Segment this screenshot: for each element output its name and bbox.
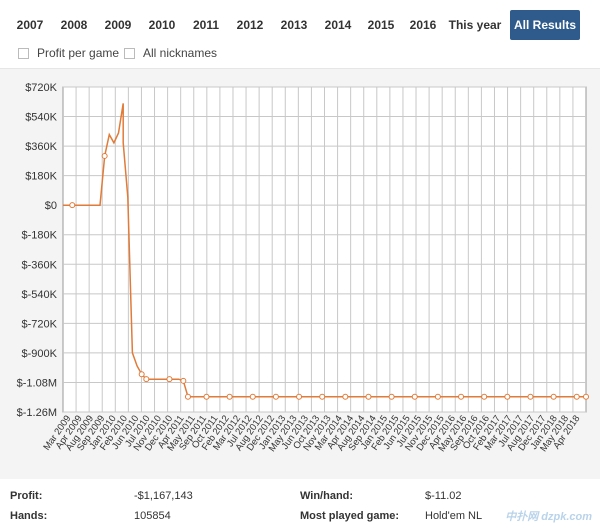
tab-this-year[interactable]: This year xyxy=(448,18,502,32)
y-tick-label: $0 xyxy=(45,200,57,212)
all-nicknames-checkbox[interactable] xyxy=(124,47,135,59)
series-line xyxy=(63,103,586,398)
data-point xyxy=(101,152,108,159)
options-row: Profit per game All nicknames xyxy=(0,44,600,64)
y-tick-label: $-540K xyxy=(22,289,58,301)
winhand-value: $-11.02 xyxy=(425,490,462,502)
data-point xyxy=(226,393,233,400)
y-tick-label: $-720K xyxy=(22,318,58,330)
tab-2008[interactable]: 2008 xyxy=(60,18,88,32)
tab-2015[interactable]: 2015 xyxy=(367,18,395,32)
tab-2007[interactable]: 2007 xyxy=(16,18,44,32)
all-nicknames-label: All nicknames xyxy=(143,46,218,60)
data-point xyxy=(249,393,256,400)
hands-label: Hands: xyxy=(10,510,48,522)
chart-panel: $720K $540K $360K $180K $0 $-180K $-360K $-540K… xyxy=(0,68,600,479)
data-point xyxy=(203,393,210,400)
data-point xyxy=(296,393,303,400)
data-point xyxy=(342,393,349,400)
y-tick-label: $360K xyxy=(25,141,57,153)
data-point xyxy=(69,202,76,209)
tab-2013[interactable]: 2013 xyxy=(280,18,308,32)
y-tick-label: $-180K xyxy=(22,230,58,242)
y-tick-label: $-900K xyxy=(22,348,58,360)
profit-per-game-label: Profit per game xyxy=(37,46,120,60)
year-tabs: 2007 2008 2009 2010 2011 2012 2013 2014 2015 2016… xyxy=(0,10,600,40)
most-played-value: Hold'em NL xyxy=(425,510,483,522)
tab-2012[interactable]: 2012 xyxy=(236,18,264,32)
data-point xyxy=(143,376,150,383)
profit-value: -$1,167,143 xyxy=(134,490,193,502)
data-point xyxy=(481,393,488,400)
data-point xyxy=(184,393,191,400)
profit-label: Profit: xyxy=(10,490,43,502)
profit-per-game-checkbox[interactable] xyxy=(18,47,29,59)
data-point xyxy=(527,393,534,400)
data-point xyxy=(272,393,279,400)
data-point xyxy=(573,393,580,400)
tab-all-results[interactable]: All Results xyxy=(510,10,580,40)
tab-2009[interactable]: 2009 xyxy=(104,18,132,32)
data-point xyxy=(411,393,418,400)
tab-2014[interactable]: 2014 xyxy=(324,18,352,32)
y-tick-label: $-1.08M xyxy=(17,377,57,389)
watermark-logo: 中扑网 dzpk.com xyxy=(505,511,592,523)
tab-2010[interactable]: 2010 xyxy=(148,18,176,32)
data-point xyxy=(434,393,441,400)
y-tick-label: $540K xyxy=(25,112,57,124)
data-point xyxy=(458,393,465,400)
profit-per-game-option[interactable]: Profit per game xyxy=(18,46,119,60)
data-point xyxy=(319,393,326,400)
tab-2011[interactable]: 2011 xyxy=(192,18,220,32)
data-point xyxy=(180,377,187,384)
data-point xyxy=(138,371,145,378)
data-point xyxy=(550,393,557,400)
stats-panel: Profit: -$1,167,143 Win/hand: $-11.02 Ha… xyxy=(0,480,600,528)
data-point xyxy=(583,393,589,400)
data-point xyxy=(166,376,173,383)
data-point xyxy=(365,393,372,400)
hands-value: 105854 xyxy=(134,510,171,522)
y-tick-label: $720K xyxy=(25,82,57,94)
winhand-label: Win/hand: xyxy=(300,490,354,502)
tab-2016[interactable]: 2016 xyxy=(409,18,437,32)
y-tick-label: $180K xyxy=(25,171,57,183)
all-nicknames-option[interactable]: All nicknames xyxy=(124,46,217,60)
data-point xyxy=(504,393,511,400)
y-tick-label: $-360K xyxy=(22,259,58,271)
y-tick-label: $-1.26M xyxy=(17,407,57,419)
profit-chart: $720K $540K $360K $180K $0 $-180K $-360K $-540K… xyxy=(17,82,589,454)
most-played-label: Most played game: xyxy=(300,510,400,522)
data-point xyxy=(388,393,395,400)
